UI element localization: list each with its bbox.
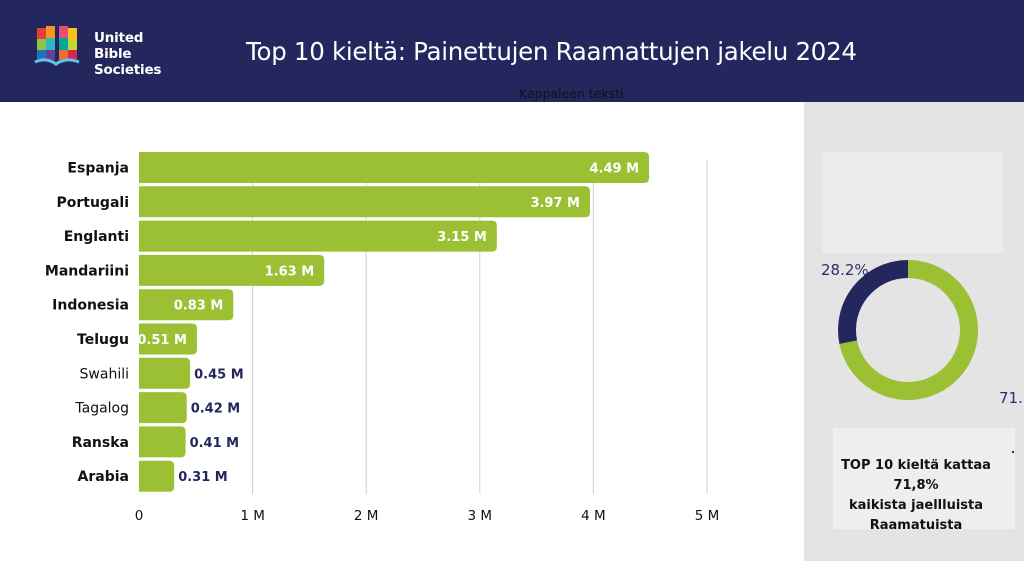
bar[interactable] xyxy=(139,254,325,286)
category-label: Espanja xyxy=(67,161,129,177)
bar[interactable] xyxy=(139,152,650,183)
slice-percent-label: 71.8% xyxy=(999,389,1024,407)
x-tick-label: 4 M xyxy=(581,508,606,524)
page-title: Top 10 kieltä: Painettujen Raamattujen j… xyxy=(246,37,857,66)
logo-text-line2: Societies xyxy=(94,62,162,78)
x-tick-label: 5 M xyxy=(695,508,720,524)
bar-chart: 0 1 M 2 M 3 M 4 M 5 M Espanja 4.49 M Portugali 3.… xyxy=(45,152,720,524)
summary-line-1: TOP 10 kieltä kattaa 71,8% xyxy=(841,458,991,493)
header-banner: United Bible Societies Top 10 kieltä: Pa… xyxy=(0,0,1024,102)
bar[interactable] xyxy=(139,323,197,355)
value-label: 1.63 M xyxy=(265,264,315,279)
value-label: 3.15 M xyxy=(437,230,487,245)
category-label: Englanti xyxy=(64,229,129,245)
category-label: Indonesia xyxy=(52,298,129,314)
logo-text-line1: United Bible xyxy=(94,30,144,62)
bar[interactable] xyxy=(139,220,497,252)
donut-slice[interactable] xyxy=(838,260,908,344)
value-label: 0.41 M xyxy=(190,436,240,451)
side-placeholder-box xyxy=(822,152,1003,253)
bar[interactable] xyxy=(139,426,186,458)
bar[interactable] xyxy=(139,460,175,492)
donut-chart: 71.8% 28.2% xyxy=(821,260,1024,407)
x-tick-label: 0 xyxy=(135,508,144,524)
summary-box xyxy=(833,428,1015,529)
value-label: 0.31 M xyxy=(178,470,228,485)
x-tick-label: 1 M xyxy=(240,508,265,524)
category-label: Mandariini xyxy=(45,263,129,279)
category-label: Telugu xyxy=(77,332,129,348)
x-tick-label: 3 M xyxy=(468,508,493,524)
category-label: Ranska xyxy=(72,435,129,451)
value-label: 0.83 M xyxy=(174,299,224,314)
category-label: Swahili xyxy=(80,366,129,382)
bar[interactable] xyxy=(139,392,187,424)
bar[interactable] xyxy=(139,186,590,218)
value-label: 0.51 M xyxy=(137,333,187,348)
summary-text: TOP 10 kieltä kattaa 71,8% kaikista jael… xyxy=(820,456,1012,536)
category-label: Arabia xyxy=(78,469,129,485)
ubs-logo[interactable]: United Bible Societies xyxy=(34,24,184,78)
paragraph-placeholder-text[interactable]: Kappaleen teksti xyxy=(519,86,624,101)
summary-line-3: Raamatuista xyxy=(869,518,963,533)
slice-percent-label: 28.2% xyxy=(821,261,869,279)
ubs-book-icon xyxy=(34,26,80,66)
bar[interactable] xyxy=(139,289,234,321)
value-label: 4.49 M xyxy=(590,162,640,177)
category-label: Portugali xyxy=(56,195,129,211)
category-label: Tagalog xyxy=(74,401,129,417)
bar[interactable] xyxy=(139,357,191,389)
x-tick-label: 2 M xyxy=(354,508,379,524)
stray-dot xyxy=(1012,451,1014,453)
summary-line-2: kaikista jaellluista xyxy=(848,498,984,513)
value-label: 0.42 M xyxy=(191,402,241,417)
value-label: 0.45 M xyxy=(194,367,244,382)
value-label: 3.97 M xyxy=(530,196,580,211)
